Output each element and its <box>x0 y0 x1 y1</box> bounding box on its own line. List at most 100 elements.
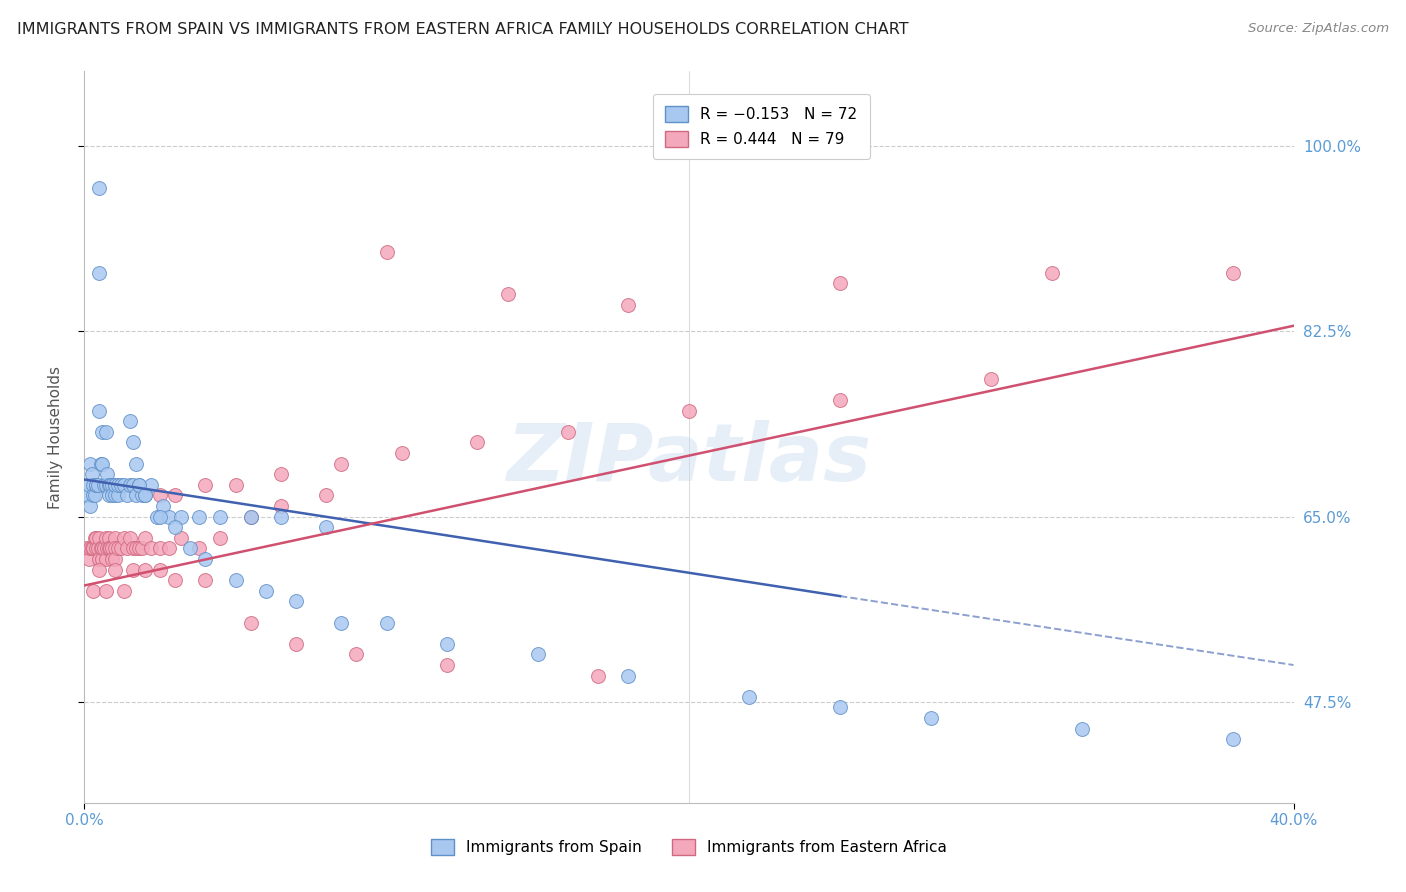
Point <box>139 541 162 556</box>
Point <box>617 297 640 311</box>
Point <box>375 615 398 630</box>
Point <box>84 531 107 545</box>
Point <box>104 563 127 577</box>
Point <box>87 477 110 491</box>
Point <box>157 509 180 524</box>
Point <box>91 552 114 566</box>
Point <box>134 563 156 577</box>
Point <box>115 488 138 502</box>
Point <box>467 435 489 450</box>
Point <box>346 648 368 662</box>
Point <box>149 488 172 502</box>
Point <box>239 615 262 630</box>
Point <box>89 552 111 566</box>
Point <box>82 488 104 502</box>
Point <box>98 477 121 491</box>
Point <box>1040 266 1063 280</box>
Point <box>80 541 103 556</box>
Point <box>738 690 761 704</box>
Point <box>104 488 127 502</box>
Point <box>112 583 135 598</box>
Point <box>76 488 98 502</box>
Point <box>100 541 122 556</box>
Point <box>94 477 117 491</box>
Point <box>76 541 98 556</box>
Point <box>128 477 150 491</box>
Point <box>87 541 110 556</box>
Point <box>239 509 262 524</box>
Point <box>139 477 162 491</box>
Point <box>209 509 232 524</box>
Point <box>194 477 217 491</box>
Point <box>93 541 115 556</box>
Point <box>134 531 156 545</box>
Point <box>104 541 127 556</box>
Point <box>588 668 610 682</box>
Point <box>77 477 100 491</box>
Point <box>194 573 217 587</box>
Point <box>980 372 1002 386</box>
Point <box>93 477 115 491</box>
Legend: Immigrants from Spain, Immigrants from Eastern Africa: Immigrants from Spain, Immigrants from E… <box>425 833 953 861</box>
Point <box>179 541 201 556</box>
Point <box>496 287 519 301</box>
Point <box>82 477 104 491</box>
Point <box>557 425 579 439</box>
Point <box>134 488 156 502</box>
Point <box>80 467 103 482</box>
Point <box>82 583 104 598</box>
Point <box>225 477 247 491</box>
Point <box>79 457 101 471</box>
Point <box>121 435 143 450</box>
Point <box>112 477 135 491</box>
Point <box>84 488 107 502</box>
Point <box>110 541 132 556</box>
Point <box>285 637 308 651</box>
Point <box>165 573 187 587</box>
Point <box>86 531 108 545</box>
Point <box>1222 266 1244 280</box>
Point <box>617 668 640 682</box>
Text: Source: ZipAtlas.com: Source: ZipAtlas.com <box>1249 22 1389 36</box>
Point <box>118 531 141 545</box>
Point <box>97 541 120 556</box>
Point <box>315 488 337 502</box>
Point <box>86 541 108 556</box>
Point <box>436 637 458 651</box>
Point <box>830 392 852 407</box>
Point <box>1071 722 1094 736</box>
Point <box>86 477 108 491</box>
Point <box>104 552 127 566</box>
Point <box>270 509 292 524</box>
Point <box>121 477 143 491</box>
Point <box>112 531 135 545</box>
Point <box>375 244 398 259</box>
Point <box>678 403 700 417</box>
Point <box>82 541 104 556</box>
Point <box>104 477 127 491</box>
Point <box>165 488 187 502</box>
Point <box>170 531 193 545</box>
Point <box>391 446 413 460</box>
Y-axis label: Family Households: Family Households <box>48 366 63 508</box>
Point <box>170 509 193 524</box>
Point <box>104 531 127 545</box>
Point <box>830 700 852 714</box>
Point <box>107 488 129 502</box>
Point <box>107 477 129 491</box>
Point <box>97 531 120 545</box>
Point <box>149 509 172 524</box>
Point <box>107 541 129 556</box>
Point <box>152 499 174 513</box>
Point <box>920 711 942 725</box>
Point <box>165 520 187 534</box>
Point <box>100 488 122 502</box>
Point <box>134 488 156 502</box>
Point <box>315 520 337 534</box>
Point <box>94 583 117 598</box>
Point <box>131 488 153 502</box>
Point <box>118 414 141 428</box>
Point <box>270 467 292 482</box>
Point <box>96 541 118 556</box>
Point <box>118 477 141 491</box>
